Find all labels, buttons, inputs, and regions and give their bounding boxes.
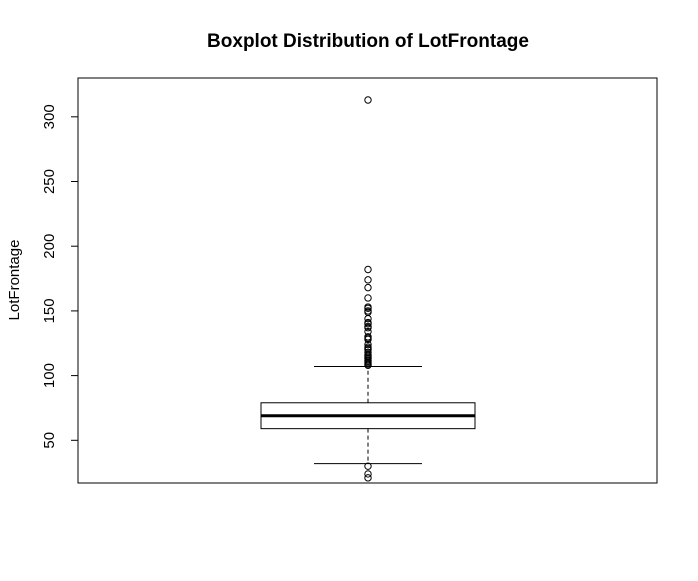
- y-tick-label: 250: [41, 169, 58, 194]
- chart-title: Boxplot Distribution of LotFrontage: [207, 31, 529, 52]
- outlier-point: [364, 265, 372, 274]
- outlier-point: [364, 322, 372, 331]
- y-axis-label: LotFrontage: [6, 240, 23, 321]
- outlier-point: [364, 318, 372, 327]
- y-tick-label: 150: [41, 298, 58, 323]
- y-tick-label: 100: [41, 363, 58, 388]
- outlier-point: [364, 283, 372, 292]
- outlier-point: [364, 307, 372, 315]
- y-tick-label: 300: [41, 104, 58, 129]
- outlier-point: [364, 462, 372, 470]
- outlier-point: [364, 294, 372, 302]
- outlier-point: [364, 327, 372, 336]
- outlier-point: [364, 96, 372, 104]
- outlier-point: [364, 348, 372, 357]
- y-axis: 50 100 150 200 250 300: [41, 104, 79, 449]
- y-tick-label: 50: [41, 432, 58, 449]
- y-tick-label: 200: [41, 234, 58, 259]
- box-group: [260, 366, 476, 465]
- outlier-point: [364, 303, 372, 311]
- outlier-point: [364, 470, 372, 478]
- outlier-group: [364, 96, 372, 482]
- outlier-point: [364, 474, 372, 482]
- outlier-point: [364, 333, 372, 341]
- outlier-point: [364, 276, 372, 284]
- outlier-point: [364, 343, 372, 351]
